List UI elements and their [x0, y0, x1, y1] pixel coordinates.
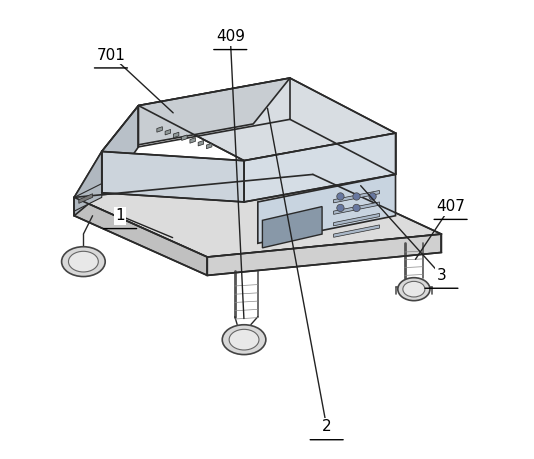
Ellipse shape [61, 247, 105, 276]
Text: 701: 701 [97, 48, 125, 62]
Circle shape [353, 193, 360, 200]
Text: 1: 1 [115, 208, 125, 223]
Circle shape [337, 204, 344, 212]
Polygon shape [74, 106, 138, 197]
Polygon shape [157, 127, 162, 132]
Polygon shape [244, 133, 396, 202]
Circle shape [337, 193, 344, 200]
Ellipse shape [403, 281, 425, 297]
Polygon shape [207, 234, 442, 275]
Polygon shape [334, 213, 380, 226]
Polygon shape [258, 174, 396, 243]
Polygon shape [74, 151, 102, 216]
Polygon shape [334, 202, 380, 214]
Ellipse shape [68, 252, 98, 272]
Ellipse shape [222, 325, 266, 354]
Polygon shape [74, 197, 207, 275]
Ellipse shape [229, 329, 259, 350]
Circle shape [353, 204, 360, 212]
Text: 407: 407 [436, 199, 465, 214]
Polygon shape [74, 174, 442, 257]
Polygon shape [334, 190, 380, 203]
Polygon shape [190, 138, 195, 143]
Polygon shape [182, 135, 187, 140]
Polygon shape [102, 151, 244, 202]
Circle shape [369, 193, 376, 200]
Polygon shape [138, 78, 396, 161]
Ellipse shape [398, 278, 430, 301]
Polygon shape [74, 184, 102, 211]
Text: 2: 2 [322, 420, 332, 434]
Polygon shape [198, 140, 203, 146]
Polygon shape [207, 143, 212, 149]
Polygon shape [262, 207, 322, 248]
Polygon shape [79, 194, 92, 203]
Polygon shape [174, 132, 179, 138]
Text: 3: 3 [437, 268, 446, 283]
Text: 409: 409 [216, 29, 245, 44]
Polygon shape [334, 225, 380, 237]
Polygon shape [165, 129, 170, 135]
Polygon shape [102, 78, 290, 151]
